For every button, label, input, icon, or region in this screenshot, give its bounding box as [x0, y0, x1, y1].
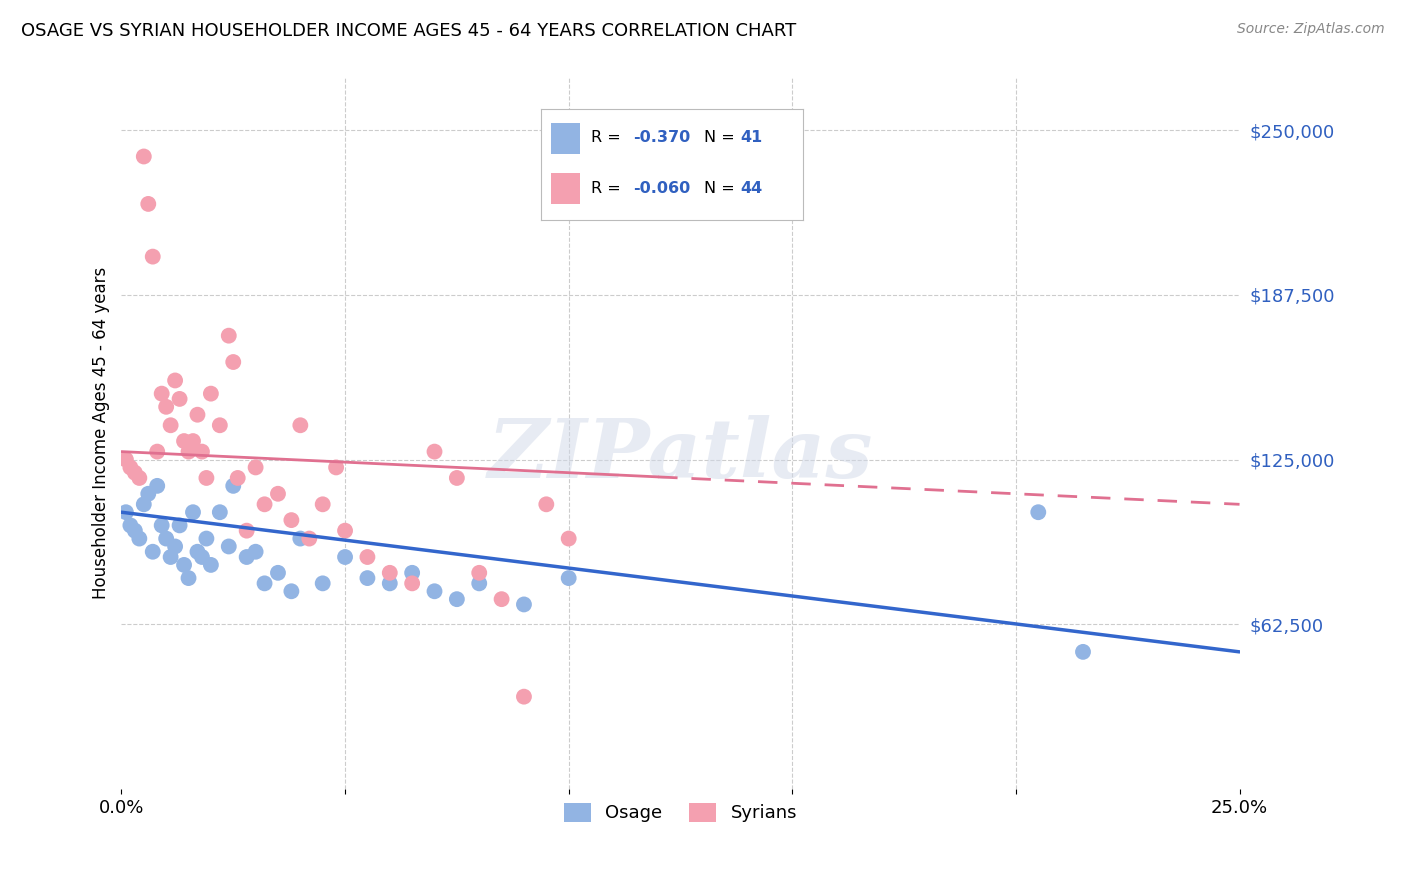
Point — [181, 434, 204, 448]
Point — [173, 558, 195, 572]
Point — [208, 418, 231, 433]
Point — [1071, 645, 1094, 659]
Point — [218, 328, 240, 343]
Point — [245, 545, 267, 559]
Point — [245, 460, 267, 475]
Legend: Osage, Syrians: Osage, Syrians — [557, 796, 804, 830]
Point — [200, 386, 222, 401]
Text: Source: ZipAtlas.com: Source: ZipAtlas.com — [1237, 22, 1385, 37]
Point — [195, 471, 218, 485]
Point — [177, 571, 200, 585]
Point — [267, 487, 290, 501]
Point — [146, 479, 169, 493]
Point — [120, 460, 142, 475]
Point — [155, 532, 177, 546]
Point — [222, 479, 245, 493]
Point — [136, 487, 159, 501]
Point — [290, 418, 312, 433]
Point — [200, 558, 222, 572]
Point — [446, 592, 468, 607]
Point — [468, 576, 491, 591]
Point — [280, 513, 302, 527]
Point — [536, 497, 558, 511]
Point — [446, 471, 468, 485]
Point — [186, 408, 208, 422]
Point — [132, 149, 155, 163]
Point — [513, 598, 536, 612]
Point — [136, 197, 159, 211]
Point — [298, 532, 321, 546]
Point — [191, 444, 214, 458]
Point — [150, 386, 173, 401]
Text: ZIPatlas: ZIPatlas — [488, 415, 873, 494]
Point — [290, 532, 312, 546]
Point — [115, 505, 138, 519]
Point — [142, 250, 165, 264]
Point — [226, 471, 249, 485]
Point — [356, 571, 378, 585]
Point — [124, 466, 146, 480]
Point — [280, 584, 302, 599]
Point — [128, 471, 150, 485]
Point — [142, 545, 165, 559]
Point — [423, 584, 446, 599]
Point — [165, 540, 187, 554]
Point — [169, 518, 191, 533]
Point — [468, 566, 491, 580]
Point — [128, 532, 150, 546]
Point — [159, 549, 181, 564]
Point — [253, 576, 276, 591]
Text: OSAGE VS SYRIAN HOUSEHOLDER INCOME AGES 45 - 64 YEARS CORRELATION CHART: OSAGE VS SYRIAN HOUSEHOLDER INCOME AGES … — [21, 22, 796, 40]
Point — [325, 460, 347, 475]
Point — [222, 355, 245, 369]
Point — [1026, 505, 1049, 519]
Point — [491, 592, 513, 607]
Point — [195, 532, 218, 546]
Point — [378, 576, 401, 591]
Point — [312, 576, 335, 591]
Point — [401, 576, 423, 591]
Point — [267, 566, 290, 580]
Point — [333, 524, 356, 538]
Point — [401, 566, 423, 580]
Point — [557, 571, 579, 585]
Point — [191, 549, 214, 564]
Point — [150, 518, 173, 533]
Point — [132, 497, 155, 511]
Point — [181, 505, 204, 519]
Point — [423, 444, 446, 458]
Point — [235, 549, 257, 564]
Point — [378, 566, 401, 580]
Point — [124, 524, 146, 538]
Point — [513, 690, 536, 704]
Point — [557, 532, 579, 546]
Point — [253, 497, 276, 511]
Point — [356, 549, 378, 564]
Y-axis label: Householder Income Ages 45 - 64 years: Householder Income Ages 45 - 64 years — [93, 267, 110, 599]
Point — [333, 549, 356, 564]
Point — [177, 444, 200, 458]
Point — [235, 524, 257, 538]
Point — [218, 540, 240, 554]
Point — [155, 400, 177, 414]
Point — [159, 418, 181, 433]
Point — [186, 545, 208, 559]
Point — [169, 392, 191, 406]
Point — [120, 518, 142, 533]
Point — [173, 434, 195, 448]
Point — [115, 452, 138, 467]
Point — [165, 374, 187, 388]
Point — [208, 505, 231, 519]
Point — [146, 444, 169, 458]
Point — [312, 497, 335, 511]
